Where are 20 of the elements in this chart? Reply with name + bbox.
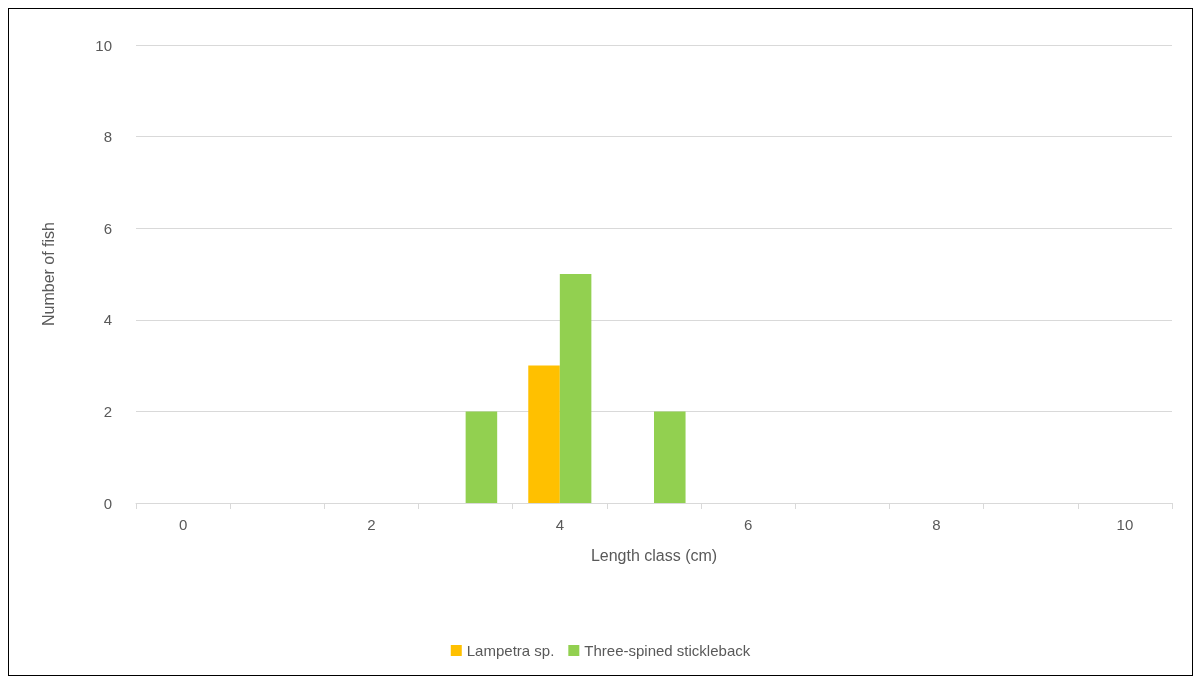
bar [559, 274, 592, 503]
legend-label: Lampetra sp. [466, 642, 555, 659]
y-tick-label: 6 [103, 219, 112, 237]
bar [465, 411, 498, 503]
y-tick-label: 0 [103, 494, 112, 512]
x-tick-label: 4 [555, 516, 564, 533]
x-tick-label: 10 [1116, 516, 1134, 533]
legend-label: Three-spined stickleback [584, 642, 751, 659]
y-axis-title: Number of fish [39, 221, 57, 327]
x-tick-label: 0 [178, 516, 188, 533]
y-tick-label: 8 [103, 128, 112, 146]
y-tick-label: 4 [103, 311, 112, 329]
bar [528, 365, 560, 503]
x-axis-title: Length class (cm) [590, 546, 718, 564]
y-tick-label: 10 [95, 36, 112, 54]
x-tick-label: 8 [932, 516, 941, 533]
bar [654, 411, 686, 503]
x-tick-label: 6 [744, 516, 753, 533]
y-tick-label: 2 [103, 402, 112, 420]
x-tick-label: 2 [367, 516, 376, 533]
